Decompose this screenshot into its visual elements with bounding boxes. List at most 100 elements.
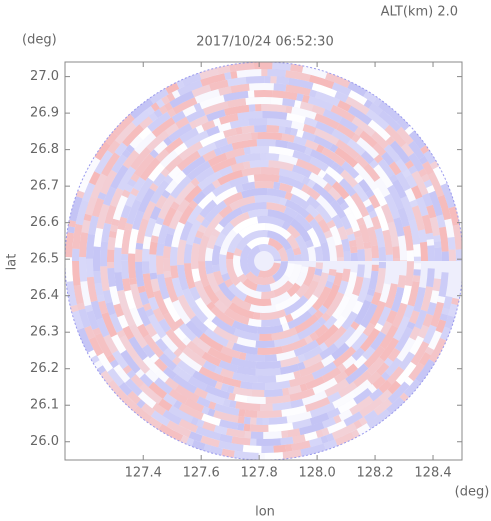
echo-cell [181, 336, 192, 346]
echo-cell [452, 224, 462, 250]
echo-cell [315, 204, 333, 224]
echo-cell [417, 324, 430, 339]
echo-cell [151, 333, 161, 343]
echo-cell [121, 189, 131, 198]
echo-cell [200, 218, 211, 228]
echo-cell [151, 223, 163, 237]
echo-cell [312, 274, 321, 283]
echo-cell [125, 193, 137, 208]
echo-cell [184, 185, 203, 204]
echo-cell [270, 291, 291, 306]
echo-cell [341, 268, 351, 283]
echo-cell [78, 178, 90, 193]
echo-cell [408, 310, 420, 325]
echo-cell [255, 367, 281, 376]
echo-cell [124, 378, 143, 397]
echo-cell [409, 335, 425, 356]
echo-cell [96, 317, 110, 338]
echo-cell [284, 199, 310, 219]
echo-cell [301, 176, 311, 186]
y-tick-label: 26.9 [30, 106, 59, 121]
echo-cell [320, 435, 329, 444]
echo-cell [256, 438, 282, 446]
echo-cell [159, 150, 179, 168]
echo-cell [274, 333, 300, 348]
echo-cell [135, 369, 145, 379]
echo-cell [350, 321, 360, 331]
echo-cell [206, 125, 220, 137]
echo-cell [235, 281, 262, 299]
echo-cell [199, 131, 226, 148]
echo-cell [267, 104, 287, 113]
echo-cell [413, 244, 421, 257]
echo-cell [362, 346, 376, 360]
echo-cell [241, 125, 255, 134]
echo-cell [344, 271, 358, 298]
echo-cell [362, 198, 372, 208]
echo-cell [365, 109, 390, 130]
echo-cell [299, 421, 325, 436]
echo-cell [163, 347, 177, 362]
echo-cell [343, 251, 351, 261]
echo-cell [148, 296, 159, 311]
y-unit: (deg) [22, 33, 57, 48]
echo-cell [385, 357, 403, 377]
echo-cell [268, 416, 288, 425]
echo-cell [149, 241, 158, 255]
echo-cell [114, 272, 124, 292]
echo-cell [286, 282, 301, 297]
echo-cell [356, 423, 371, 436]
echo-cell [363, 99, 373, 109]
echo-cell [340, 169, 358, 188]
echo-cell [371, 245, 379, 259]
echo-cell [353, 370, 372, 388]
echo-cell [213, 410, 239, 423]
echo-cell [109, 187, 124, 208]
echo-cell [227, 76, 247, 87]
echo-cell [267, 118, 293, 128]
echo-cell [226, 385, 235, 394]
echo-cell [217, 169, 244, 186]
echo-cell [221, 229, 238, 250]
echo-cell [90, 300, 103, 321]
echo-cell [403, 378, 421, 398]
echo-cell [336, 196, 346, 206]
echo-cell [393, 217, 405, 237]
echo-cell [363, 90, 378, 104]
echo-cell [367, 226, 378, 247]
echo-cell [264, 452, 284, 460]
echo-cell [171, 221, 185, 248]
echo-cell [161, 334, 179, 353]
echo-cell [161, 189, 171, 199]
echo-cell [207, 347, 233, 364]
echo-cell [395, 158, 409, 173]
echo-cell [73, 285, 84, 305]
echo-cell [109, 313, 123, 333]
echo-cell [162, 409, 182, 425]
echo-cell [188, 199, 198, 210]
echo-cell [152, 172, 166, 187]
echo-cell [290, 127, 298, 137]
echo-cell [245, 229, 268, 242]
echo-cell [377, 158, 395, 178]
echo-cell [179, 220, 193, 241]
echo-cell [190, 304, 209, 324]
echo-cell [247, 209, 269, 219]
echo-cell [78, 256, 88, 282]
echo-cell [302, 65, 328, 79]
echo-cell [414, 309, 428, 330]
echo-cell [307, 96, 334, 112]
echo-cell [97, 191, 107, 201]
x-unit: (deg) [455, 485, 490, 500]
echo-cell [418, 168, 428, 178]
echo-cell [79, 232, 89, 258]
echo-cell [264, 75, 271, 84]
echo-cell [248, 104, 256, 112]
echo-cell [407, 281, 420, 307]
echo-cell [214, 289, 233, 308]
echo-cell [286, 141, 307, 154]
echo-cell [65, 257, 74, 282]
echo-cell [135, 261, 145, 287]
echo-cell [327, 420, 347, 434]
echo-cell [122, 325, 135, 340]
